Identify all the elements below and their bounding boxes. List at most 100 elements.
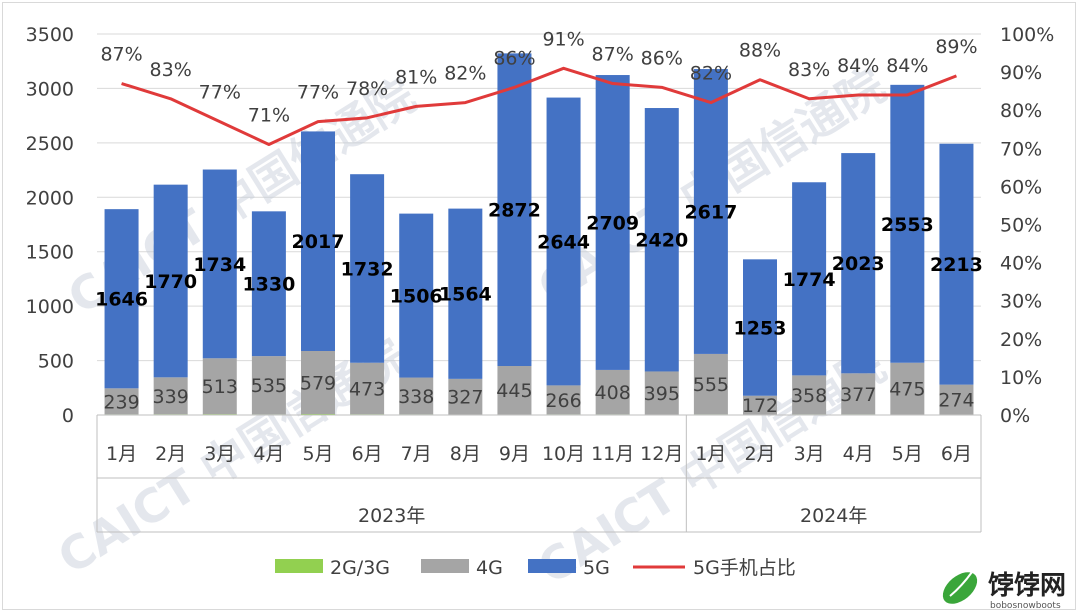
legend-swatch <box>275 559 323 573</box>
bar-5g <box>448 208 483 379</box>
bar-4g <box>497 366 532 415</box>
data-label-4g: 377 <box>840 384 876 406</box>
x-group-label: 2023年 <box>358 505 425 527</box>
x-tick-label: 1月 <box>695 443 726 465</box>
data-label-4g: 473 <box>349 378 385 400</box>
x-tick-label: 10月 <box>542 443 585 465</box>
legend-label: 5G <box>583 557 610 579</box>
bar-5g <box>546 97 581 386</box>
data-label-percent: 77% <box>297 82 339 104</box>
y-right-tick-label: 30% <box>1000 291 1042 313</box>
legend-label: 4G <box>476 557 503 579</box>
data-label-5g: 1646 <box>95 289 148 311</box>
y-right-tick-label: 100% <box>1000 24 1054 46</box>
data-label-5g: 1770 <box>144 271 197 293</box>
data-label-5g: 2872 <box>488 200 541 222</box>
data-label-percent: 89% <box>935 36 977 58</box>
x-tick-label: 3月 <box>794 443 825 465</box>
y-right-tick-label: 90% <box>1000 62 1042 84</box>
data-label-4g: 535 <box>251 375 287 397</box>
legend-swatch <box>421 559 469 573</box>
y-right-tick-label: 80% <box>1000 100 1042 122</box>
data-label-5g: 2213 <box>930 254 983 276</box>
x-tick-label: 7月 <box>401 443 432 465</box>
data-label-4g: 395 <box>644 383 680 405</box>
legend-swatch <box>528 559 576 573</box>
x-tick-label: 6月 <box>352 443 383 465</box>
data-labels: 239 1646 339 1770 513 1734 535 1330 579 2017 473 17… <box>95 28 983 417</box>
axes: 0 500 1000 1500 2000 2500 3000 3500 0% 10% 20% 30% 4… <box>26 24 1054 533</box>
y-left-tick-label: 3500 <box>26 24 74 46</box>
data-label-4g: 579 <box>300 373 336 395</box>
bar-4g <box>153 377 188 415</box>
legend-label: 2G/3G <box>330 557 390 579</box>
data-label-5g: 1564 <box>439 284 492 306</box>
bar-4g <box>743 395 777 415</box>
bar-5g <box>104 209 139 389</box>
data-label-5g: 2017 <box>292 231 345 253</box>
data-label-percent: 87% <box>100 44 142 66</box>
data-label-percent: 87% <box>592 44 634 66</box>
x-tick-label: 9月 <box>499 443 530 465</box>
data-label-percent: 83% <box>150 59 192 81</box>
bar-4g <box>251 356 286 415</box>
bar-5g <box>497 53 532 367</box>
bar-4g <box>350 362 385 415</box>
data-label-percent: 84% <box>886 55 928 77</box>
data-label-5g: 2617 <box>684 201 737 223</box>
data-label-5g: 1330 <box>242 274 295 296</box>
bar-4g <box>104 388 139 415</box>
legend: 2G/3G 4G 5G 5G手机占比 <box>275 557 796 579</box>
data-label-5g: 1734 <box>193 254 246 276</box>
x-tick-label: 6月 <box>941 443 972 465</box>
data-label-5g: 1253 <box>734 318 787 340</box>
data-label-percent: 81% <box>395 66 437 88</box>
bar-5g <box>153 184 188 378</box>
y-left-tick-label: 1000 <box>26 296 74 318</box>
data-label-4g: 555 <box>693 374 729 396</box>
data-label-4g: 358 <box>791 385 827 407</box>
y-left-tick-label: 500 <box>38 351 74 373</box>
bar-5g <box>939 143 974 385</box>
data-label-5g: 2023 <box>832 253 885 275</box>
x-tick-label: 4月 <box>843 443 874 465</box>
data-label-5g: 2709 <box>586 212 639 234</box>
logo: 饽饽网 bobosnowboots <box>942 571 1066 611</box>
bar-4g <box>890 362 925 415</box>
data-label-4g: 338 <box>398 386 434 408</box>
y-right-tick-label: 50% <box>1000 215 1042 237</box>
x-tick-label: 11月 <box>591 443 634 465</box>
data-label-5g: 2553 <box>881 214 934 236</box>
bar-4g <box>693 353 728 415</box>
data-label-percent: 82% <box>444 63 486 85</box>
y-left-tick-label: 0 <box>62 405 74 427</box>
bar-5g <box>350 174 385 363</box>
y-left-tick-label: 2000 <box>26 187 74 209</box>
bar-5g <box>841 153 876 374</box>
x-tick-label: 2月 <box>155 443 186 465</box>
data-label-5g: 1506 <box>390 286 443 308</box>
data-label-4g: 445 <box>496 380 532 402</box>
bar-4g <box>546 385 581 415</box>
y-right-tick-label: 70% <box>1000 138 1042 160</box>
data-label-4g: 475 <box>889 379 925 401</box>
y-right-tick-label: 20% <box>1000 329 1042 351</box>
logo-subtext: bobosnowboots <box>990 601 1061 611</box>
data-label-5g: 1774 <box>783 269 836 291</box>
data-label-percent: 86% <box>493 47 535 69</box>
bar-4g <box>301 350 335 415</box>
data-label-4g: 266 <box>545 390 581 412</box>
bars <box>104 53 974 415</box>
data-label-4g: 239 <box>103 391 139 413</box>
data-label-4g: 408 <box>595 382 631 404</box>
data-label-percent: 84% <box>837 55 879 77</box>
x-tick-label: 2月 <box>744 443 775 465</box>
bar-5g <box>399 213 434 378</box>
data-label-4g: 274 <box>938 390 974 412</box>
legend-label: 5G手机占比 <box>693 557 796 579</box>
bar-4g <box>841 373 876 415</box>
x-tick-label: 1月 <box>106 443 137 465</box>
bar-4g <box>595 369 630 415</box>
bar-5g <box>693 69 728 354</box>
